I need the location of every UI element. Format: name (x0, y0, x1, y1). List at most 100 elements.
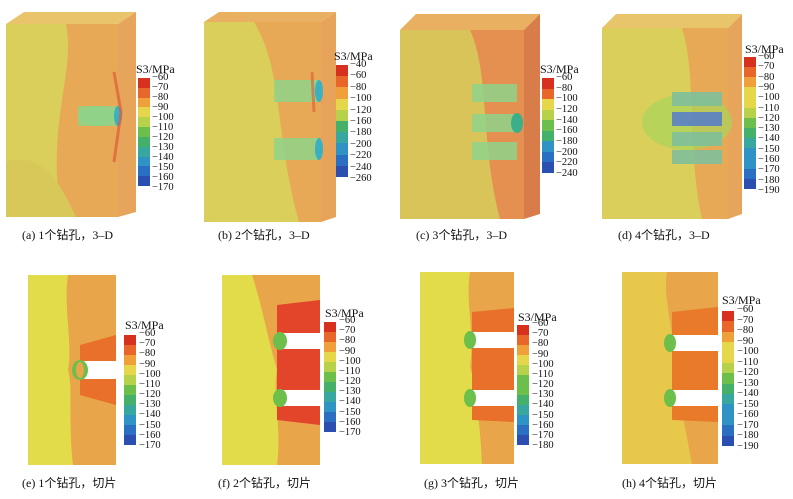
panel-d-tick-label: −110 (758, 102, 780, 114)
panel-c-tick-label: −200 (556, 146, 578, 158)
panel-d-tick-label: −120 (758, 112, 780, 124)
panel-c-colorbar-segment (542, 99, 554, 110)
panel-e-colorbar-segment (124, 335, 136, 345)
panel-f-colorbar-segment (324, 412, 336, 422)
panel-e-tick-label: −100 (139, 368, 161, 380)
panel-c-tick-label: −240 (556, 168, 578, 179)
panel-h-tick-label: −190 (737, 441, 759, 452)
panel-b-colorbar-segment (336, 143, 348, 155)
panel-d-colorbar-segment (744, 127, 756, 139)
panel-a-colorbar-segment (138, 127, 150, 137)
panel-h-image (622, 272, 718, 464)
panel-f-tick-label: −150 (339, 406, 361, 418)
panel-e-tick-label: −120 (139, 389, 161, 401)
panel-f-colorbar-segment (324, 352, 336, 362)
panel-d-colorbar-segment (744, 168, 756, 179)
panel-a-image (6, 12, 136, 217)
panel-c-colorbar-segment (542, 109, 554, 121)
panel-h-tick-label: −90 (737, 335, 754, 347)
panel-g-tick-label: −60 (532, 318, 549, 329)
panel-f-caption: (f) 2个钻孔，切片 (218, 476, 311, 490)
panel-b-tick-label: −120 (350, 104, 372, 116)
panel-d-colorbar (744, 57, 756, 189)
panel-h-tick-label: −130 (737, 377, 759, 389)
panel-g-colorbar-segment (517, 424, 529, 435)
panel-f-colorbar-segment (324, 342, 336, 352)
panel-d-tick-label: −90 (758, 81, 775, 93)
panel-g-image (420, 272, 514, 464)
panel-a-tick-label: −100 (152, 112, 174, 123)
panel-d-legend-title: S3/MPa (745, 42, 784, 56)
panel-d-tick-label: −80 (758, 71, 775, 83)
panel-h-tick-label: −80 (737, 325, 754, 337)
panel-h-colorbar-segment (722, 373, 734, 384)
panel-g-tick-label: −150 (532, 409, 554, 421)
panel-c-image (400, 14, 540, 219)
panel-b-caption: (b) 2个钻孔，3–D (218, 228, 310, 242)
panel-h-tick-label: −100 (737, 346, 759, 358)
panel-d-colorbar-segment (744, 148, 756, 159)
panel-d-colorbar-segment (744, 57, 756, 68)
panel-e-colorbar-segment (124, 435, 136, 445)
panel-e-image (28, 275, 116, 465)
panel-d-tick-label: −70 (758, 61, 775, 73)
panel-a-tick-label: −90 (152, 102, 169, 113)
panel-b-colorbar-segment (336, 76, 348, 88)
panel-g-tick-label: −140 (532, 399, 554, 411)
panel-f-tick-label: −100 (339, 355, 361, 367)
panel-c-legend-title: S3/MPa (540, 62, 579, 76)
panel-g-colorbar-segment (517, 354, 529, 365)
panel-g-tick-label: −70 (532, 328, 549, 340)
panel-e-caption: (e) 1个钻孔，切片 (22, 476, 117, 490)
panel-a-colorbar-segment (138, 176, 150, 186)
panel-g-tick-label: −120 (532, 379, 554, 390)
panel-d-tick-label: −170 (758, 164, 780, 176)
panel-e-tick-label: −90 (139, 358, 156, 370)
panel-e-tick-label: −130 (139, 399, 161, 411)
panel-f-colorbar-segment (324, 422, 336, 432)
panel-c-tick-label: −120 (556, 104, 578, 115)
panel-b-image (204, 12, 336, 222)
panel-c-colorbar-segment (542, 151, 554, 163)
panel-f-colorbar (324, 322, 336, 432)
panel-c-colorbar-segment (542, 130, 554, 142)
panel-a-tick-label: −140 (152, 152, 174, 163)
panel-g-tick-label: −160 (532, 419, 554, 431)
panel-h-colorbar-segment (722, 394, 734, 405)
panel-d-tick-label: −100 (758, 92, 780, 104)
panel-f-tick-label: −170 (339, 427, 361, 438)
panel-c-tick-label: −60 (556, 72, 573, 83)
panel-f-tick-label: −60 (339, 315, 356, 326)
panel-h-colorbar-segment (722, 435, 734, 446)
panel-d-tick-label: −160 (758, 154, 780, 166)
panel-h-colorbar-segment (722, 425, 734, 436)
panel-b-colorbar-segment (336, 87, 348, 99)
panel-d-colorbar-segment (744, 178, 756, 189)
panel-f-colorbar-segment (324, 392, 336, 402)
panel-g-colorbar-segment (517, 434, 529, 445)
panel-f-colorbar-segment (324, 402, 336, 412)
panel-b-colorbar-segment (336, 165, 348, 177)
panel-a-colorbar-segment (138, 166, 150, 177)
panel-c-colorbar-segment (542, 88, 554, 100)
panel-b-tick-label: −220 (350, 150, 372, 162)
panel-e-tick-label: −60 (139, 328, 156, 339)
panel-e-tick-label: −170 (139, 440, 161, 451)
panel-g-tick-label: −90 (532, 348, 549, 360)
panel-a-tick-label: −60 (152, 72, 169, 83)
panel-a-colorbar-segment (138, 117, 150, 128)
panel-h-colorbar-segment (722, 311, 734, 322)
panel-g-tick-label: −180 (532, 440, 554, 451)
panel-a-caption: (a) 1个钻孔，3–D (22, 228, 113, 242)
panel-c-tick-label: −140 (556, 114, 578, 126)
panel-b-tick-label: −240 (350, 161, 372, 173)
panel-b-colorbar-segment (336, 109, 348, 121)
panel-b-tick-label: −40 (350, 59, 367, 70)
panel-d-tick-label: −190 (758, 185, 780, 196)
panel-e-tick-label: −150 (139, 419, 161, 431)
panel-h-colorbar-segment (722, 404, 734, 415)
panel-a-colorbar-segment (138, 87, 150, 98)
panel-h-tick-label: −110 (737, 356, 759, 368)
panel-d-tick-label: −180 (758, 174, 780, 186)
panel-d-tick-label: −140 (758, 133, 780, 145)
